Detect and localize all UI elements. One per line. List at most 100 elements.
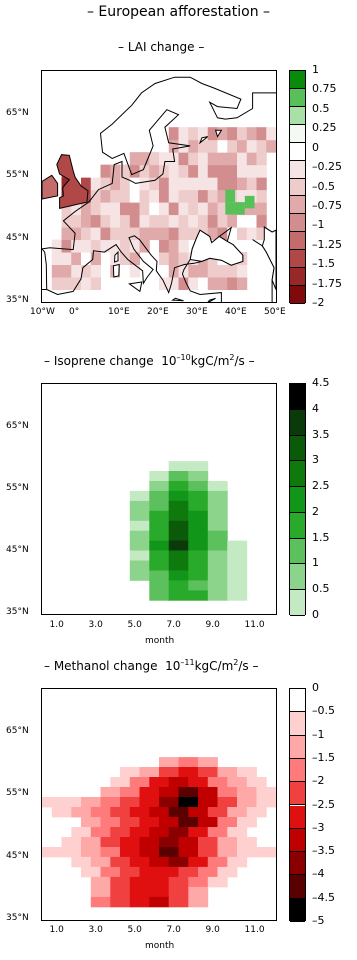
heatmap-cell: [188, 560, 209, 571]
map-cell: [188, 277, 199, 291]
colorbar-swatch: [290, 214, 305, 233]
map-cell: [149, 189, 160, 203]
map-cell: [178, 202, 189, 216]
heatmap-cell: [198, 847, 218, 858]
heatmap-cell: [188, 471, 209, 482]
map-cell: [198, 202, 209, 216]
y-tick-label: 45°N: [6, 850, 29, 861]
colorbar-tick-label: –2.5: [312, 797, 335, 811]
map-cell: [159, 227, 170, 241]
x-tick-label: 1.0: [49, 620, 64, 630]
colorbar-swatch: [290, 461, 305, 488]
map-cell: [71, 252, 82, 266]
isoprene-title-unit2: kgC/m: [190, 354, 230, 368]
x-tick-label: 10°E: [108, 307, 130, 317]
map-cell: [237, 177, 248, 191]
colorbar-swatch: [290, 409, 305, 436]
map-cell: [120, 264, 131, 278]
map-cell: [227, 127, 238, 141]
heatmap-cell: [90, 807, 111, 818]
map-cell: [129, 252, 140, 266]
map-cell: [217, 277, 228, 291]
heatmap-cell: [227, 590, 248, 601]
map-cell: [159, 239, 170, 253]
heatmap-cell: [129, 886, 150, 898]
map-cell: [198, 277, 209, 291]
heatmap-cell: [178, 757, 199, 768]
map-cell: [178, 127, 189, 141]
map-cell: [256, 139, 267, 153]
x-tick-label: 0°: [69, 307, 80, 317]
map-cell: [237, 127, 248, 141]
heatmap-cell: [110, 876, 131, 888]
colorbar-swatch: [290, 538, 305, 565]
x-tick-label: 3.0: [88, 925, 103, 935]
map-cell: [217, 164, 228, 178]
map-cell: [207, 127, 218, 141]
heatmap-cell: [149, 856, 170, 868]
heatmap-cell: [188, 876, 209, 888]
heatmap-cell: [227, 827, 248, 838]
map-cell: [198, 264, 209, 278]
heatmap-cell: [207, 590, 228, 601]
map-cell: [256, 177, 267, 191]
heatmap-cell: [129, 540, 150, 551]
island: [128, 281, 143, 293]
isoprene-title-unit: 10: [161, 354, 177, 368]
colorbar-tick-label: 2.5: [312, 479, 330, 493]
heatmap-cell: [217, 847, 238, 858]
x-tick-label: 7.0: [166, 620, 181, 630]
map-cell: [51, 239, 62, 253]
heatmap-cell: [178, 797, 199, 808]
map-cell: [207, 202, 218, 216]
x-tick-label: 9.0: [205, 925, 220, 935]
y-tick-label: 35°N: [6, 295, 29, 305]
colorbar-tick-label: –0.5: [312, 704, 335, 718]
map-cell: [246, 177, 257, 191]
x-tick-label: 3.0: [88, 620, 103, 630]
isoprene-title-suffix: /s –: [234, 354, 255, 368]
heatmap-cell: [110, 807, 131, 818]
colorbar-tick-label: –0.5: [312, 179, 335, 193]
map-cell: [90, 277, 101, 291]
x-tick-label: 50°E: [264, 307, 286, 317]
heatmap-cell: [227, 807, 248, 818]
map-cell: [178, 277, 189, 291]
heatmap-cell: [198, 767, 218, 778]
heatmap-cell: [207, 530, 228, 541]
heatmap-cell: [159, 837, 179, 848]
heatmap-cell: [149, 490, 170, 502]
map-cell: [217, 189, 228, 203]
heatmap-cell: [120, 866, 140, 878]
map-cell: [178, 227, 189, 241]
heatmap-cell: [168, 570, 189, 581]
heatmap-cell: [227, 570, 248, 581]
map-cell: [159, 214, 170, 228]
map-cell: [90, 164, 101, 178]
colorbar-tick-label: 0.25: [312, 121, 337, 135]
heatmap-cell: [149, 530, 170, 541]
coastline: [42, 248, 48, 290]
map-cell: [178, 252, 189, 266]
map-cell: [51, 277, 62, 291]
map-cell: [71, 264, 82, 278]
heatmap-cell: [178, 767, 199, 778]
map-cell: [120, 177, 131, 191]
map-cell: [129, 189, 140, 203]
map-cell: [227, 264, 238, 278]
colorbar-tick-label: 3.5: [312, 427, 330, 441]
heatmap-cell: [207, 856, 228, 868]
colorbar-swatch: [290, 712, 305, 736]
island: [113, 250, 119, 263]
map-cell: [61, 264, 72, 278]
map-cell: [237, 164, 248, 178]
map-cell: [237, 189, 248, 203]
map-cell: [110, 227, 121, 241]
heatmap-cell: [188, 570, 209, 581]
heatmap-cell: [207, 520, 228, 532]
map-cell: [246, 202, 257, 216]
map-cell: [266, 139, 276, 153]
map-cell: [188, 214, 199, 228]
map-cell: [81, 202, 92, 216]
heatmap-cell: [129, 570, 150, 581]
